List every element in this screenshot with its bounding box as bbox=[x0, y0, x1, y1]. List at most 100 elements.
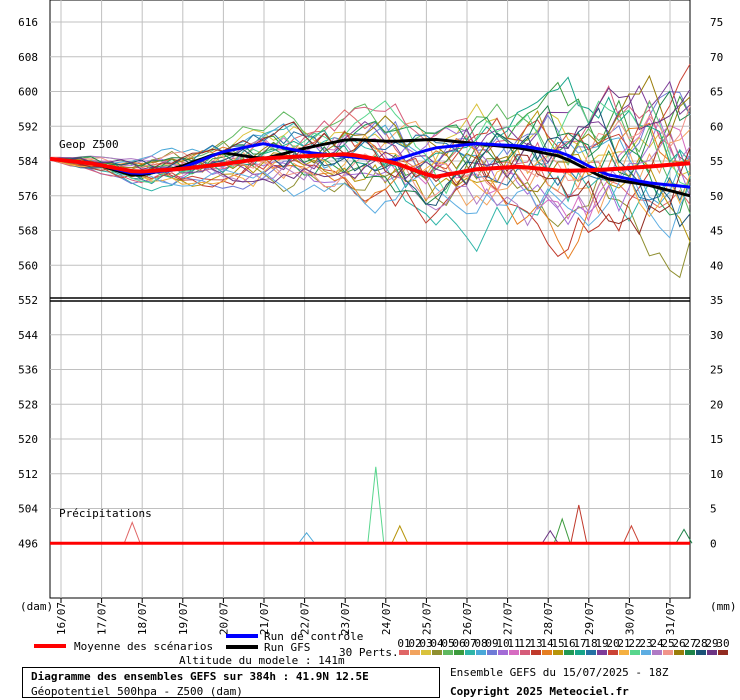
perturbation-line bbox=[49, 157, 691, 239]
y-tick-label: 608 bbox=[18, 51, 38, 64]
y2-tick-label: 30 bbox=[710, 329, 723, 342]
precip-peak bbox=[622, 524, 640, 544]
y2-tick-label: 75 bbox=[710, 16, 723, 29]
y-tick-label: 536 bbox=[18, 364, 38, 377]
pert-number: 06 bbox=[452, 637, 465, 650]
x-tick-label: 29/07 bbox=[583, 602, 596, 635]
x-tick-label: 30/07 bbox=[623, 602, 636, 635]
pert-number: 01 bbox=[397, 637, 410, 650]
pert-number: 10 bbox=[496, 637, 509, 650]
y2-tick-label: 65 bbox=[710, 86, 723, 99]
pert-number: 16 bbox=[562, 637, 575, 650]
pert-swatch bbox=[399, 650, 409, 655]
pert-number: 15 bbox=[551, 637, 564, 650]
pert-number: 08 bbox=[474, 637, 487, 650]
y-tick-label: 496 bbox=[18, 537, 38, 550]
pert-swatch bbox=[520, 650, 530, 655]
pert-swatch bbox=[652, 650, 662, 655]
pert-swatch bbox=[476, 650, 486, 655]
pert-number: 28 bbox=[694, 637, 707, 650]
perturbation-line bbox=[49, 116, 691, 216]
y-tick-label: 544 bbox=[18, 329, 38, 342]
pert-number: 09 bbox=[485, 637, 498, 650]
pert-number: 26 bbox=[672, 637, 685, 650]
y-tick-label: 584 bbox=[18, 155, 38, 168]
pert-swatch bbox=[443, 650, 453, 655]
y-tick-label: 592 bbox=[18, 120, 38, 133]
y-tick-label: 504 bbox=[18, 503, 38, 516]
y2-tick-label: 55 bbox=[710, 155, 723, 168]
pert-number: 25 bbox=[661, 637, 674, 650]
pert-number: 12 bbox=[518, 637, 531, 650]
legend-swatch-mean bbox=[34, 644, 66, 648]
y-tick-label: 600 bbox=[18, 86, 38, 99]
legend-swatch-control bbox=[226, 634, 258, 638]
mean-line bbox=[49, 152, 691, 179]
x-tick-label: 21/07 bbox=[258, 602, 271, 635]
chart-subtitle: Géopotentiel 500hpa - Z500 (dam) bbox=[31, 685, 243, 698]
y2-tick-label: 70 bbox=[710, 51, 723, 64]
pert-swatch bbox=[487, 650, 497, 655]
pert-swatch bbox=[454, 650, 464, 655]
y2-tick-label: 35 bbox=[710, 294, 723, 307]
pert-swatch bbox=[465, 650, 475, 655]
x-tick-label: 25/07 bbox=[420, 602, 433, 635]
pert-swatch bbox=[586, 650, 596, 655]
pert-number: 13 bbox=[529, 637, 542, 650]
perturbation-line bbox=[49, 90, 691, 206]
perturbation-line bbox=[49, 129, 691, 227]
model-altitude: Altitude du modele : 141m bbox=[179, 654, 345, 665]
precip-peak bbox=[298, 532, 315, 544]
precip-peak bbox=[675, 528, 693, 544]
y2-tick-label: 25 bbox=[710, 364, 723, 377]
y2-tick-label: 20 bbox=[710, 398, 723, 411]
pert-number: 30 bbox=[716, 637, 729, 650]
x-tick-label: 28/07 bbox=[542, 602, 555, 635]
panel-label-precip: Précipitations bbox=[59, 507, 152, 520]
pert-number: 29 bbox=[705, 637, 718, 650]
pert-number: 19 bbox=[595, 637, 608, 650]
pert-number: 21 bbox=[617, 637, 630, 650]
pert-swatch bbox=[564, 650, 574, 655]
y2-tick-label: 0 bbox=[710, 537, 717, 550]
pert-swatch bbox=[542, 650, 552, 655]
pert-swatch bbox=[685, 650, 695, 655]
y2-unit-label: (mm) bbox=[710, 600, 737, 613]
chart-title: Diagramme des ensembles GEFS sur 384h : … bbox=[31, 670, 369, 683]
perturbation-line bbox=[49, 123, 691, 205]
precip-peak bbox=[570, 504, 588, 544]
x-tick-label: 16/07 bbox=[55, 602, 68, 635]
perturbation-line bbox=[49, 122, 691, 253]
pert-number: 07 bbox=[463, 637, 476, 650]
y2-tick-label: 45 bbox=[710, 225, 723, 238]
pert-swatch bbox=[509, 650, 519, 655]
y-tick-label: 616 bbox=[18, 16, 38, 29]
y2-tick-label: 40 bbox=[710, 259, 723, 272]
pert-number: 05 bbox=[441, 637, 454, 650]
pert-swatch bbox=[421, 650, 431, 655]
pert-number: 14 bbox=[540, 637, 554, 650]
pert-number: 11 bbox=[507, 637, 520, 650]
x-tick-label: 26/07 bbox=[461, 602, 474, 635]
perturbation-line bbox=[49, 85, 691, 184]
y2-tick-label: 10 bbox=[710, 468, 723, 481]
plot-area bbox=[49, 0, 691, 599]
y-tick-label: 568 bbox=[18, 225, 38, 238]
y-tick-label: 576 bbox=[18, 190, 38, 203]
pert-number: 04 bbox=[430, 637, 444, 650]
x-tick-label: 18/07 bbox=[136, 602, 149, 635]
y-tick-label: 560 bbox=[18, 259, 38, 272]
pert-swatch bbox=[432, 650, 442, 655]
pert-swatch bbox=[663, 650, 673, 655]
pert-swatch bbox=[575, 650, 585, 655]
pert-number: 02 bbox=[408, 637, 421, 650]
x-tick-label: 24/07 bbox=[380, 602, 393, 635]
perturbation-line bbox=[49, 121, 691, 236]
x-tick-label: 23/07 bbox=[339, 602, 352, 635]
pert-swatch bbox=[597, 650, 607, 655]
precip-peak bbox=[553, 517, 571, 544]
pert-swatch bbox=[410, 650, 420, 655]
pert-swatch bbox=[674, 650, 684, 655]
x-tick-label: 22/07 bbox=[299, 602, 312, 635]
pert-swatch bbox=[608, 650, 618, 655]
